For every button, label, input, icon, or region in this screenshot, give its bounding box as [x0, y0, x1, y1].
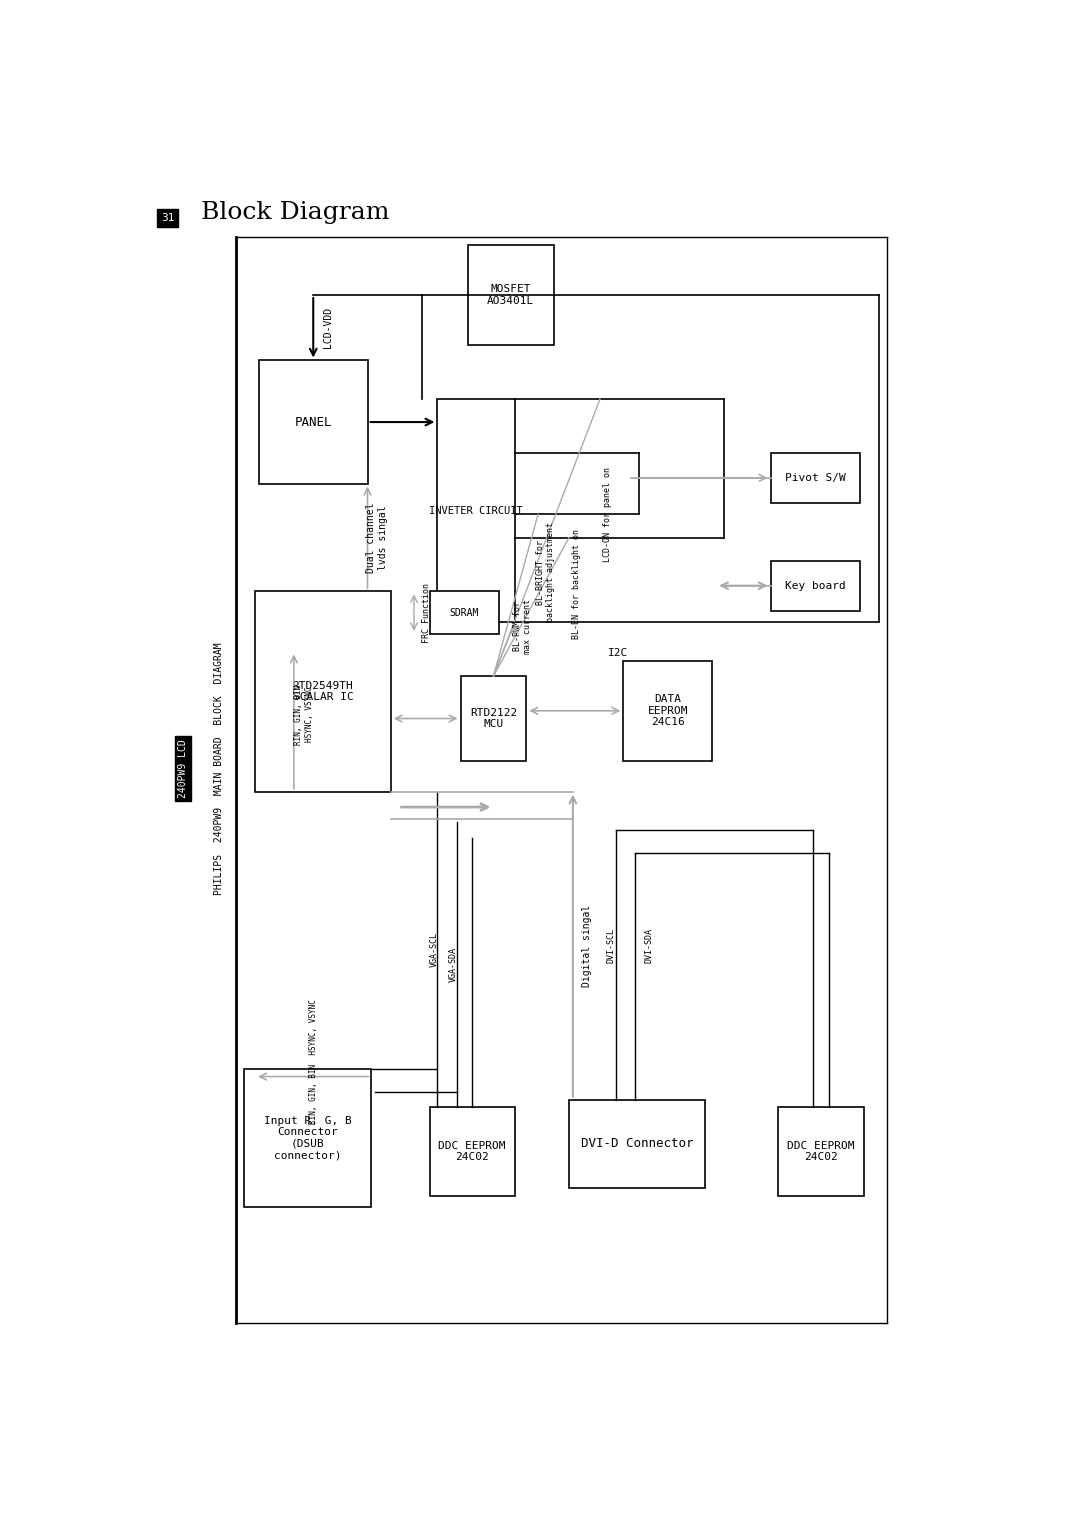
Text: FRC Function: FRC Function: [422, 582, 431, 643]
Text: VGA-SCL: VGA-SCL: [430, 932, 438, 967]
Bar: [460, 677, 526, 761]
Text: DVI-SDA: DVI-SDA: [644, 927, 653, 963]
Text: RIN, GIN, BIN
HSYNC, VSYNC: RIN, GIN, BIN HSYNC, VSYNC: [294, 685, 313, 744]
Text: 240PW9 LCD: 240PW9 LCD: [178, 740, 188, 798]
Bar: [430, 1108, 515, 1196]
Bar: [255, 591, 391, 792]
Bar: [437, 399, 515, 622]
Text: BL-BRIGHT for
backlight adjustment: BL-BRIGHT for backlight adjustment: [536, 523, 555, 622]
Text: PHILIPS  240PW9  MAIN BOARD  BLOCK  DIAGRAM: PHILIPS 240PW9 MAIN BOARD BLOCK DIAGRAM: [214, 642, 224, 895]
Text: I2C: I2C: [608, 648, 627, 659]
Text: LCD-VDD: LCD-VDD: [323, 307, 333, 348]
Text: 31: 31: [161, 212, 174, 223]
Text: Dual channel
lvds singal: Dual channel lvds singal: [366, 503, 388, 573]
Bar: [770, 452, 860, 503]
Text: DVI-D Connector: DVI-D Connector: [581, 1137, 693, 1151]
Text: RTD2549TH
SCALAR IC: RTD2549TH SCALAR IC: [293, 681, 353, 703]
Bar: [430, 591, 499, 634]
Text: BL-PWM for
max current: BL-PWM for max current: [513, 599, 532, 654]
Text: INVETER CIRCUIT: INVETER CIRCUIT: [429, 506, 523, 515]
Text: DDC EEPROM
24C02: DDC EEPROM 24C02: [787, 1141, 854, 1163]
Text: RIN, GIN, BIN  HSYNC, VSYNC: RIN, GIN, BIN HSYNC, VSYNC: [309, 999, 318, 1123]
Bar: [623, 660, 713, 761]
Text: Pivot S/W: Pivot S/W: [785, 472, 846, 483]
Text: DVI-SCL: DVI-SCL: [606, 927, 616, 963]
Text: DDC EEPROM
24C02: DDC EEPROM 24C02: [438, 1141, 505, 1163]
Text: Digital singal: Digital singal: [582, 905, 592, 987]
Text: VGA-SDA: VGA-SDA: [449, 947, 458, 983]
Text: Block Diagram: Block Diagram: [201, 202, 389, 225]
Text: Key board: Key board: [785, 581, 846, 591]
Text: PANEL: PANEL: [295, 416, 332, 428]
Text: Input R, G, B
Connector
(DSUB
connector): Input R, G, B Connector (DSUB connector): [264, 1115, 351, 1161]
Bar: [770, 561, 860, 611]
Bar: [569, 1100, 704, 1189]
Text: RTD2122
MCU: RTD2122 MCU: [470, 707, 517, 729]
Bar: [243, 1070, 372, 1207]
Bar: [779, 1108, 864, 1196]
Text: MOSFET
AO3401L: MOSFET AO3401L: [487, 284, 535, 306]
Text: DATA
EEPROM
24C16: DATA EEPROM 24C16: [648, 694, 688, 727]
Text: SDRAM: SDRAM: [449, 608, 480, 617]
Text: BL-EN for backlight on: BL-EN for backlight on: [572, 529, 581, 639]
Bar: [469, 244, 554, 345]
Bar: [259, 361, 367, 484]
Text: LCD-ON for panel on: LCD-ON for panel on: [604, 468, 612, 562]
